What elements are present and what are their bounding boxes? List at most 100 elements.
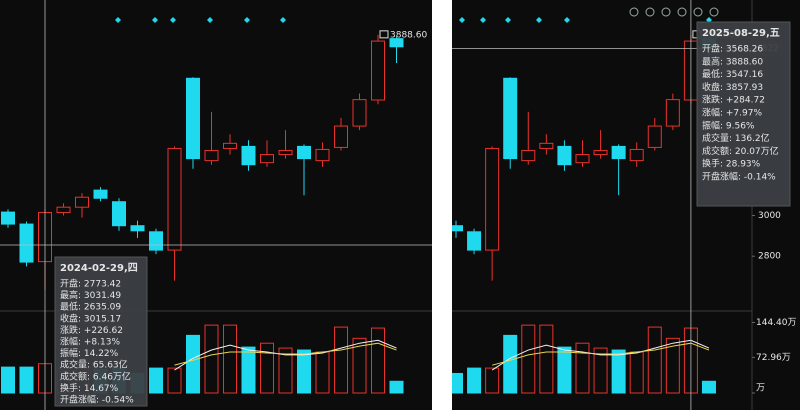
volume-bar	[204, 324, 219, 394]
candle-body	[223, 142, 237, 149]
candle-body	[260, 154, 274, 164]
tooltip-line: 换手: 28.93%	[702, 158, 761, 170]
candle-body	[204, 149, 219, 162]
y-tick-label: 2800	[758, 252, 781, 262]
volume-bar	[167, 367, 182, 394]
volume-bar	[647, 326, 662, 394]
tooltip-box	[696, 21, 791, 207]
candle-body	[167, 147, 182, 251]
candle-body	[241, 145, 256, 166]
volume-bar	[593, 347, 608, 394]
candle-body	[485, 147, 500, 251]
tooltip-line: 开盘涨幅: -0.14%	[702, 171, 776, 183]
candle-body	[467, 231, 482, 251]
tooltip-line: 收盘: 3857.93	[702, 81, 763, 93]
candle-body	[19, 223, 34, 263]
candle-body	[452, 225, 463, 232]
candle-body	[389, 38, 404, 48]
tooltip-line: 成交量: 136.2亿	[702, 132, 770, 144]
candle-body	[503, 77, 518, 160]
tooltip-line: 最低: 2635.09	[60, 301, 121, 313]
tooltip-line: 涨跌: +226.62	[60, 325, 123, 336]
tooltip-date: 2025-08-29,五	[702, 27, 780, 39]
candle-body	[130, 225, 145, 232]
candle-body	[186, 77, 200, 160]
tooltip-line: 开盘: 3568.26	[702, 43, 763, 55]
candle-body	[297, 145, 311, 160]
volume-bar	[278, 347, 293, 394]
candle-body	[149, 231, 163, 251]
candle-body	[593, 149, 608, 156]
high-icon	[379, 30, 389, 39]
tooltip-line: 最低: 3547.16	[702, 68, 763, 80]
volume-bar	[260, 342, 274, 394]
tooltip-line: 最高: 3031.49	[60, 289, 121, 301]
tooltip-line: 振幅: 9.56%	[702, 119, 755, 131]
volume-bar	[186, 334, 200, 394]
volume-bar	[241, 346, 256, 394]
volume-bar	[352, 337, 367, 394]
candle-body	[93, 189, 108, 199]
event-markers	[459, 17, 712, 23]
volume-bar	[1, 366, 15, 394]
volume-bar	[149, 367, 163, 394]
candle-body	[611, 145, 626, 160]
volume-bar	[297, 349, 311, 394]
candle-body	[278, 149, 293, 156]
tooltip-date: 2024-02-29,四	[60, 262, 138, 274]
volume-bar	[19, 366, 34, 394]
volume-bar	[467, 367, 482, 394]
tooltip-line: 收盘: 3015.17	[60, 312, 121, 324]
candle-body	[557, 145, 572, 166]
candle-body	[575, 154, 590, 164]
candle-body	[539, 142, 554, 149]
candle-body	[315, 148, 330, 162]
volume-bar	[575, 342, 590, 394]
candle-body	[56, 206, 71, 213]
volume-bar	[452, 372, 463, 394]
volume-bar	[223, 324, 237, 394]
candle-body	[665, 99, 680, 127]
volume-bar	[371, 327, 385, 394]
chart-panel: 28003000144.40万72.96万万3888.6038222025-08…	[452, 0, 800, 410]
volume-bar	[629, 351, 644, 394]
toolbar-icons[interactable]	[629, 7, 719, 17]
candle-body	[1, 211, 15, 225]
tooltip-line: 涨跌: +284.72	[702, 95, 765, 106]
candle-body	[352, 99, 367, 127]
tooltip-line: 换手: 14.67%	[60, 382, 119, 394]
volume-bar	[485, 367, 500, 394]
tooltip-line: 最高: 3888.60	[702, 55, 763, 67]
volume-ma-line	[174, 342, 397, 366]
volume-bar	[701, 380, 716, 394]
tooltip-line: 成交量: 65.63亿	[60, 359, 128, 371]
candle-body	[647, 125, 662, 148]
volume-bar	[539, 324, 554, 394]
volume-tick-label: 144.40万	[756, 318, 797, 328]
event-markers	[115, 17, 286, 23]
volume-bar	[315, 351, 330, 394]
volume-tick-label: 万	[756, 384, 765, 394]
volume-ma-line	[492, 342, 710, 366]
y-tick-label: 3000	[758, 211, 781, 221]
tooltip-line: 成交额: 20.07万亿	[702, 145, 779, 157]
tooltip-box	[54, 256, 148, 407]
volume-bar	[557, 346, 572, 394]
volume-bar	[503, 334, 518, 394]
candle-body	[521, 149, 536, 162]
volume-bar	[389, 380, 404, 394]
tooltip-line: 成交额: 6.46万亿	[60, 370, 131, 382]
volume-bar	[334, 326, 348, 394]
candle-body	[371, 40, 385, 101]
candle-body	[112, 201, 126, 227]
volume-bar	[665, 337, 680, 394]
candle-body	[75, 196, 89, 208]
high-label: 3888.60	[390, 30, 427, 40]
volume-bar	[521, 324, 536, 394]
tooltip-line: 振幅: 14.22%	[60, 347, 119, 359]
tooltip-line: 开盘: 2773.42	[60, 278, 121, 290]
